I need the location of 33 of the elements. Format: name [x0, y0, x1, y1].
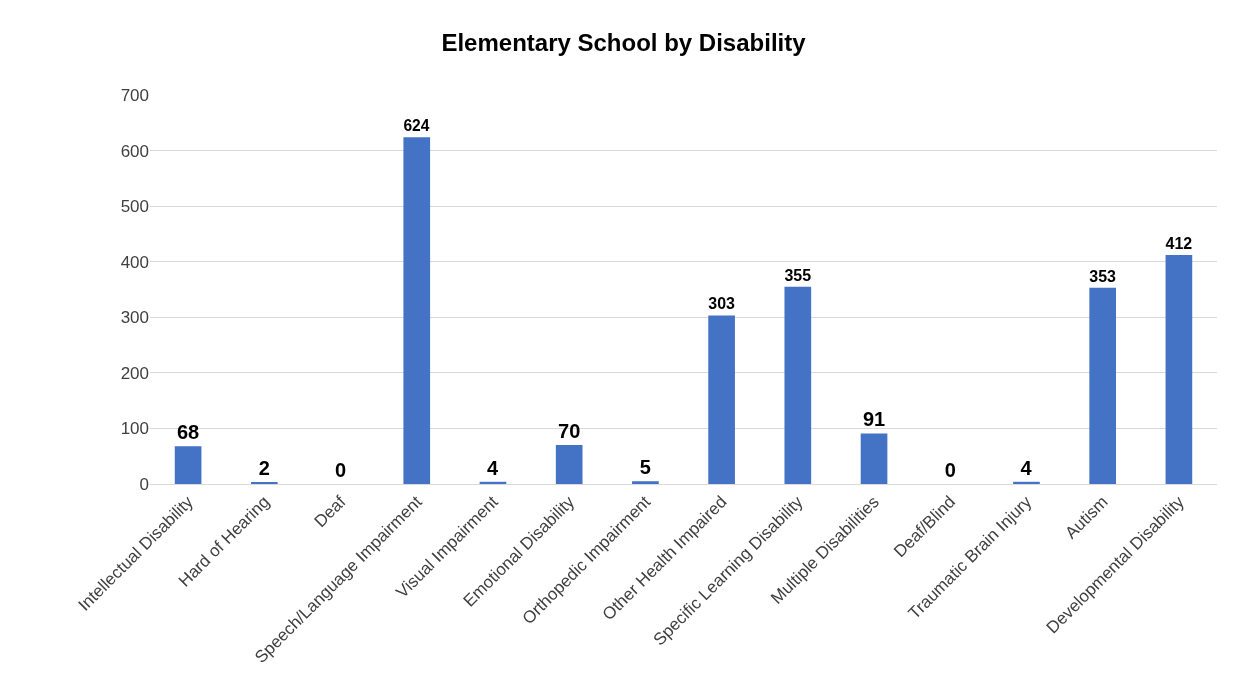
y-tick-label: 500	[120, 197, 149, 217]
y-tick-label: 0	[139, 474, 149, 494]
data-label: 2	[258, 457, 270, 479]
data-label: 70	[558, 420, 581, 443]
chart-title: Elementary School by Disability	[441, 28, 807, 56]
data-label: 353	[1089, 267, 1117, 285]
bar	[784, 286, 812, 484]
data-label: 68	[176, 421, 200, 444]
data-label: 5	[639, 456, 651, 479]
bar	[174, 446, 202, 484]
y-tick-label: 100	[120, 419, 149, 439]
data-label: 4	[486, 456, 499, 479]
data-label: 355	[784, 266, 812, 284]
y-tick-label: 400	[120, 252, 149, 272]
data-label: 624	[403, 117, 430, 135]
data-label: 91	[862, 408, 886, 431]
data-label: 4	[1020, 456, 1033, 479]
y-tick-label: 200	[120, 363, 149, 383]
bar	[555, 445, 583, 484]
y-tick-label: 700	[120, 85, 149, 105]
bar	[632, 481, 659, 484]
bar	[860, 433, 888, 484]
bar	[1165, 255, 1193, 484]
y-tick-label: 300	[120, 308, 149, 328]
data-label: 0	[334, 459, 347, 481]
bar	[403, 137, 431, 484]
bar	[1013, 481, 1040, 484]
bar	[1089, 287, 1117, 484]
data-label: 0	[944, 459, 956, 481]
data-label: 412	[1165, 234, 1193, 252]
bar	[708, 315, 735, 484]
data-label: 303	[708, 295, 736, 313]
y-tick-label: 600	[120, 141, 149, 161]
